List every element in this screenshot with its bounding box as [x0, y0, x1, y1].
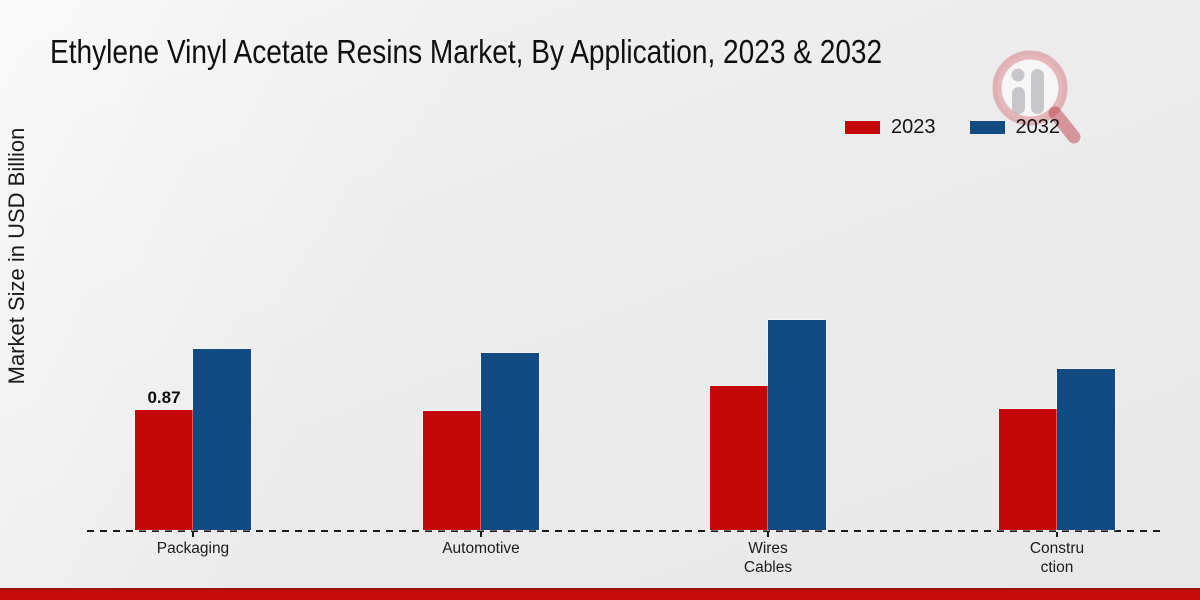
x-axis-category-label-packaging: Packaging [118, 539, 268, 558]
footer-accent-band [0, 588, 1200, 600]
x-axis-category-label-wires-cables: Wires Cables [693, 539, 843, 577]
category-label-line: Packaging [156, 540, 230, 557]
legend: 2023 2032 [845, 116, 1060, 139]
bar-2032-wires-cables [768, 320, 826, 530]
x-axis-tick-construction [1056, 532, 1058, 537]
category-label-line: Wires [748, 540, 788, 557]
y-axis-label: Market Size in USD Billion [4, 127, 29, 385]
category-label-line: ction [1040, 559, 1074, 576]
legend-item-2032: 2032 [969, 116, 1061, 139]
legend-swatch-2023 [845, 121, 880, 134]
chart-title: Ethylene Vinyl Acetate Resins Market, By… [50, 33, 883, 70]
category-label-line: Cables [743, 559, 793, 576]
bar-2023-construction [999, 409, 1057, 530]
bar-2023-packaging [135, 410, 193, 530]
bar-2023-automotive [423, 411, 481, 530]
x-axis-category-label-construction: Constru ction [982, 539, 1132, 577]
x-axis-category-label-automotive: Automotive [406, 539, 556, 558]
x-axis-baseline [87, 530, 1163, 532]
x-axis-tick-wires-cables [767, 532, 769, 537]
bar-2032-construction [1057, 369, 1115, 530]
legend-label-2032: 2032 [1015, 116, 1061, 138]
bar-value-label-2023-packaging: 0.87 [147, 388, 181, 407]
legend-swatch-2032 [969, 121, 1005, 134]
bar-2032-packaging [193, 349, 251, 530]
legend-item-2023: 2023 [845, 116, 936, 139]
legend-label-2023: 2023 [891, 116, 936, 138]
category-label-line: Constru [1029, 540, 1085, 557]
category-label-line: Automotive [442, 540, 520, 557]
x-axis-tick-automotive [480, 532, 482, 537]
magnifier-barchart-watermark-icon [992, 50, 1081, 144]
bar-2032-automotive [481, 353, 539, 530]
x-axis-tick-packaging [192, 532, 194, 537]
bar-2023-wires-cables [710, 386, 768, 530]
